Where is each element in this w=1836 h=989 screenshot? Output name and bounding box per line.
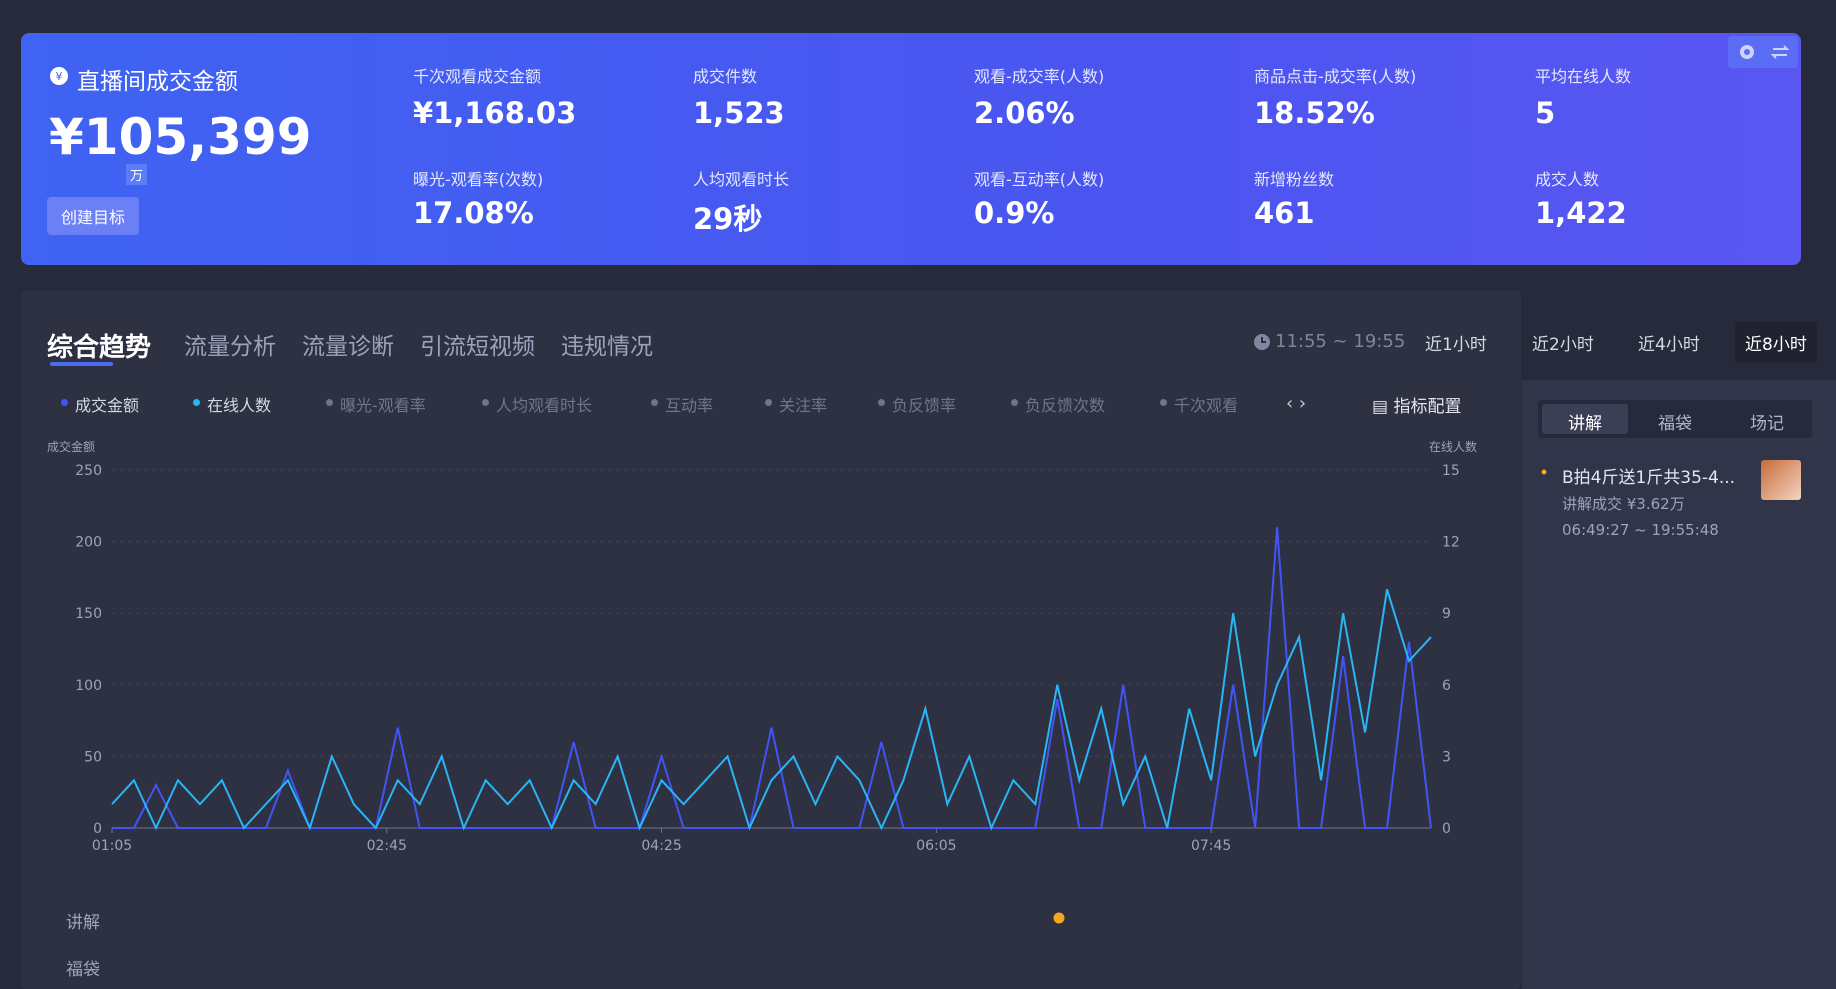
time-range: 11:55 ~ 19:55 (1275, 331, 1406, 352)
config-button[interactable]: ▤ 指标配置 (1372, 397, 1462, 417)
legend-chip[interactable]: 在线人数 (207, 396, 272, 415)
metric-label: 千次观看成交金额 (413, 67, 542, 86)
metric-chip[interactable]: 负反馈率 (892, 396, 957, 415)
y-tick-label: 250 (75, 463, 102, 479)
y2-tick-label: 0 (1442, 821, 1451, 837)
unit-badge: 万 (126, 164, 148, 185)
metric-value: 1,422 (1535, 196, 1627, 230)
x-tick-label: 07:45 (1191, 838, 1231, 854)
y-tick-label: 200 (75, 535, 102, 551)
metric-label: 成交人数 (1535, 170, 1600, 189)
range-button[interactable]: 近2小时 (1532, 335, 1594, 355)
x-tick-label: 04:25 (641, 838, 681, 854)
metric-value: 0.9% (974, 196, 1055, 230)
header-value: ¥105,399 (49, 108, 312, 166)
metric-value: 18.52% (1254, 96, 1375, 130)
metric-value: 29秒 (693, 202, 763, 236)
metric-chip[interactable]: 千次观看 (1174, 396, 1239, 415)
y-tick-label: 50 (84, 749, 102, 765)
tab[interactable]: 流量诊断 (302, 334, 394, 360)
item-detail: 讲解成交 ¥3.62万 (1562, 495, 1685, 513)
metric-label: 成交件数 (693, 67, 758, 86)
side-tab[interactable]: 讲解 (1568, 414, 1602, 434)
chip-dot (482, 399, 489, 406)
tab[interactable]: 引流短视频 (420, 334, 535, 360)
metric-label: 平均在线人数 (1535, 67, 1632, 86)
metric-value: 1,523 (693, 96, 785, 130)
event-row-label: 福袋 (66, 960, 100, 980)
chip-dot (1011, 399, 1018, 406)
event-row-label: 讲解 (66, 913, 100, 933)
item-time: 06:49:27 ~ 19:55:48 (1562, 521, 1719, 539)
chart: 成交金额 在线人数 0 50 100 150 200 250 0 3 6 9 12 15 01:05 02:4… (47, 439, 1477, 854)
side-tab-active (1542, 404, 1628, 434)
series-line (111, 589, 1432, 831)
metric-value: 5 (1535, 96, 1556, 130)
y2-tick-label: 9 (1442, 606, 1451, 622)
chip-pager[interactable]: ‹ › (1286, 393, 1307, 414)
metric-value: ¥1,168.03 (413, 96, 577, 130)
y2-tick-label: 3 (1442, 749, 1451, 765)
y2-tick-label: 15 (1442, 463, 1460, 479)
tab[interactable]: 违规情况 (561, 334, 653, 360)
side-tab[interactable]: 场记 (1750, 414, 1784, 434)
y2-axis-title: 在线人数 (1429, 439, 1477, 454)
metric-value: 2.06% (974, 96, 1075, 130)
metric-chip[interactable]: 互动率 (665, 396, 714, 415)
chip-dot (765, 399, 772, 406)
clock-icon (1254, 334, 1270, 350)
svg-text:¥: ¥ (56, 70, 63, 83)
tool-icons[interactable] (1728, 36, 1798, 68)
metric-label: 观看-互动率(人数) (974, 170, 1105, 189)
item-title[interactable]: B拍4斤送1斤共35-4... (1562, 468, 1736, 488)
create-goal-button[interactable]: 创建目标 (47, 197, 140, 235)
metric-label: 人均观看时长 (693, 170, 790, 189)
metric-label: 观看-成交率(人数) (974, 67, 1105, 86)
y-tick-label: 100 (75, 678, 102, 694)
x-tick-label: 06:05 (916, 838, 956, 854)
y-axis-title: 成交金额 (47, 439, 95, 454)
trend-panel (21, 290, 1521, 989)
metric-chip[interactable]: 关注率 (779, 396, 828, 415)
summary-card (21, 33, 1801, 265)
header-title: 直播间成交金额 (77, 69, 238, 95)
x-tick-label: 02:45 (367, 838, 407, 854)
range-button[interactable]: 近4小时 (1638, 335, 1700, 355)
metric-label: 曝光-观看率(次数) (413, 170, 544, 189)
legend-dot (193, 399, 200, 406)
config-label[interactable]: 指标配置 (1393, 397, 1462, 417)
range-button[interactable]: 近1小时 (1425, 335, 1487, 355)
x-tick-label: 01:05 (92, 838, 132, 854)
metric-chip[interactable]: 曝光-观看率 (340, 396, 426, 415)
metric-label: 新增粉丝数 (1254, 170, 1335, 189)
yen-icon: ¥ (50, 67, 68, 85)
legend-chip[interactable]: 成交金额 (75, 396, 140, 415)
chip-dot (326, 399, 333, 406)
y-tick-label: 0 (93, 821, 102, 837)
event-dot (1053, 912, 1065, 924)
tab[interactable]: 综合趋势 (47, 333, 152, 363)
chip-dot (1160, 399, 1167, 406)
y2-tick-label: 12 (1442, 535, 1460, 551)
range-button[interactable]: 近8小时 (1735, 322, 1817, 363)
card-tools (1728, 36, 1798, 68)
tab-underline (50, 362, 113, 366)
metric-chip[interactable]: 负反馈次数 (1025, 396, 1106, 415)
y-tick-label: 150 (75, 606, 102, 622)
chip-dot (651, 399, 658, 406)
y2-tick-label: 6 (1442, 678, 1451, 694)
item-dot (1541, 469, 1547, 475)
item-thumbnail (1761, 460, 1801, 500)
metric-value: 17.08% (413, 196, 534, 230)
legend-dot (61, 399, 68, 406)
metric-label: 商品点击-成交率(人数) (1254, 67, 1417, 86)
chip-dot (878, 399, 885, 406)
metric-chip[interactable]: 人均观看时长 (496, 396, 593, 415)
series-line (112, 527, 1432, 829)
tab[interactable]: 流量分析 (184, 334, 276, 360)
metric-value: 461 (1254, 196, 1315, 230)
side-tab[interactable]: 福袋 (1658, 414, 1692, 434)
